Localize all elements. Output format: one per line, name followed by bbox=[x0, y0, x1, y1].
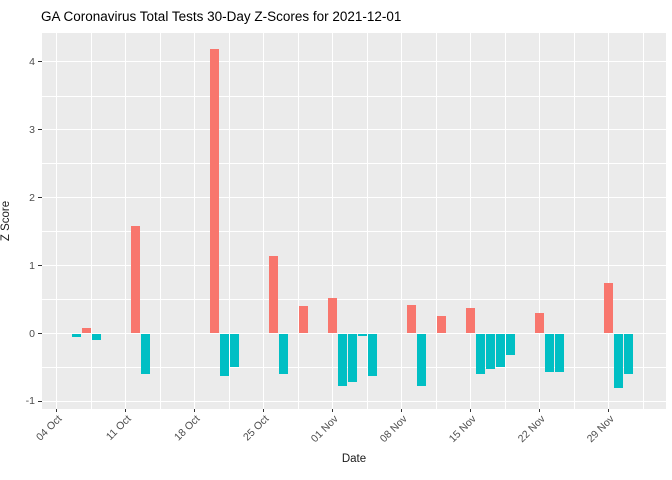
bar bbox=[219, 333, 229, 377]
bar bbox=[555, 333, 564, 373]
x-axis-tick bbox=[470, 408, 472, 412]
minor-gridline-v bbox=[228, 33, 230, 409]
x-axis-tick bbox=[539, 408, 541, 412]
x-tick-label: 15 Nov bbox=[446, 413, 479, 446]
major-gridline-v bbox=[56, 33, 58, 409]
bar bbox=[210, 48, 219, 334]
y-tick-label: 2 bbox=[29, 191, 35, 204]
x-axis-tick bbox=[125, 408, 127, 412]
bar bbox=[535, 313, 545, 334]
minor-gridline-v bbox=[90, 33, 92, 409]
chart-title: GA Coronavirus Total Tests 30-Day Z-Scor… bbox=[41, 9, 402, 24]
bar bbox=[505, 333, 515, 355]
bar bbox=[466, 308, 476, 334]
bar bbox=[348, 333, 357, 382]
y-tick-label: -1 bbox=[25, 395, 35, 408]
major-gridline-v bbox=[470, 33, 472, 409]
x-axis-tick bbox=[194, 408, 196, 412]
minor-gridline-v bbox=[435, 33, 437, 409]
bar bbox=[72, 333, 81, 337]
x-axis-tick bbox=[401, 408, 403, 412]
minor-gridline-v bbox=[297, 33, 299, 409]
x-tick-label: 29 Nov bbox=[584, 413, 617, 446]
major-gridline-v bbox=[125, 33, 127, 409]
minor-gridline-h bbox=[41, 299, 666, 300]
bar bbox=[486, 333, 495, 369]
bar bbox=[279, 333, 288, 375]
bar bbox=[604, 282, 614, 334]
major-gridline-h bbox=[41, 129, 666, 131]
y-axis-tick bbox=[37, 61, 42, 63]
major-gridline-h bbox=[41, 265, 666, 267]
minor-gridline-h bbox=[41, 163, 666, 165]
x-tick-label: 11 Oct bbox=[103, 413, 134, 443]
bar bbox=[407, 304, 417, 334]
x-tick-label: 04 Oct bbox=[33, 413, 65, 444]
x-tick-label: 25 Oct bbox=[240, 413, 272, 444]
major-gridline-v bbox=[539, 33, 541, 409]
major-gridline-v bbox=[608, 33, 610, 409]
major-gridline-v bbox=[194, 33, 196, 409]
bar bbox=[338, 333, 348, 387]
major-gridline-h bbox=[41, 332, 666, 335]
bar bbox=[624, 333, 633, 374]
y-axis-tick bbox=[37, 265, 42, 267]
bar bbox=[81, 328, 91, 334]
bar bbox=[417, 333, 426, 387]
x-axis-title: Date bbox=[341, 453, 367, 465]
x-axis-tick bbox=[56, 408, 58, 412]
bar bbox=[229, 333, 239, 367]
major-gridline-v bbox=[263, 33, 265, 409]
y-axis-title: Z Score bbox=[0, 200, 12, 242]
y-tick-label: 4 bbox=[29, 55, 35, 68]
plot-panel bbox=[41, 33, 666, 409]
x-tick-label: 18 Oct bbox=[171, 413, 203, 444]
bar bbox=[614, 333, 624, 389]
bar bbox=[436, 315, 446, 334]
bar bbox=[357, 333, 367, 336]
minor-gridline-v bbox=[159, 33, 161, 409]
major-gridline-h bbox=[41, 61, 666, 63]
major-gridline-h bbox=[41, 197, 666, 199]
minor-gridline-v bbox=[573, 33, 575, 409]
bar bbox=[91, 333, 101, 341]
major-gridline-v bbox=[332, 33, 334, 409]
y-tick-label: 0 bbox=[29, 327, 35, 340]
bar bbox=[476, 333, 486, 375]
y-axis-tick bbox=[37, 197, 42, 199]
bar bbox=[367, 333, 377, 377]
bar bbox=[495, 333, 505, 367]
minor-gridline-v bbox=[366, 33, 368, 409]
bar bbox=[545, 333, 555, 373]
bar bbox=[328, 297, 338, 334]
x-tick-label: 01 Nov bbox=[308, 413, 341, 446]
minor-gridline-v bbox=[504, 33, 506, 409]
bar bbox=[298, 306, 308, 334]
minor-gridline-h bbox=[41, 231, 666, 232]
x-tick-label: 08 Nov bbox=[377, 413, 410, 446]
bar bbox=[269, 256, 279, 334]
y-tick-label: 3 bbox=[29, 123, 35, 136]
major-gridline-h bbox=[41, 400, 666, 402]
x-axis-tick bbox=[332, 408, 334, 412]
x-axis-tick bbox=[263, 408, 265, 412]
minor-gridline-h bbox=[41, 95, 666, 97]
bar bbox=[141, 333, 150, 375]
x-tick-label: 22 Nov bbox=[515, 413, 548, 446]
minor-gridline-v bbox=[642, 33, 644, 409]
bar bbox=[131, 225, 141, 334]
y-axis-tick bbox=[37, 333, 42, 334]
major-gridline-v bbox=[401, 33, 403, 409]
y-axis-tick bbox=[37, 129, 42, 131]
y-tick-label: 1 bbox=[29, 259, 35, 272]
x-axis-tick bbox=[608, 408, 610, 412]
y-axis-tick bbox=[37, 400, 42, 402]
